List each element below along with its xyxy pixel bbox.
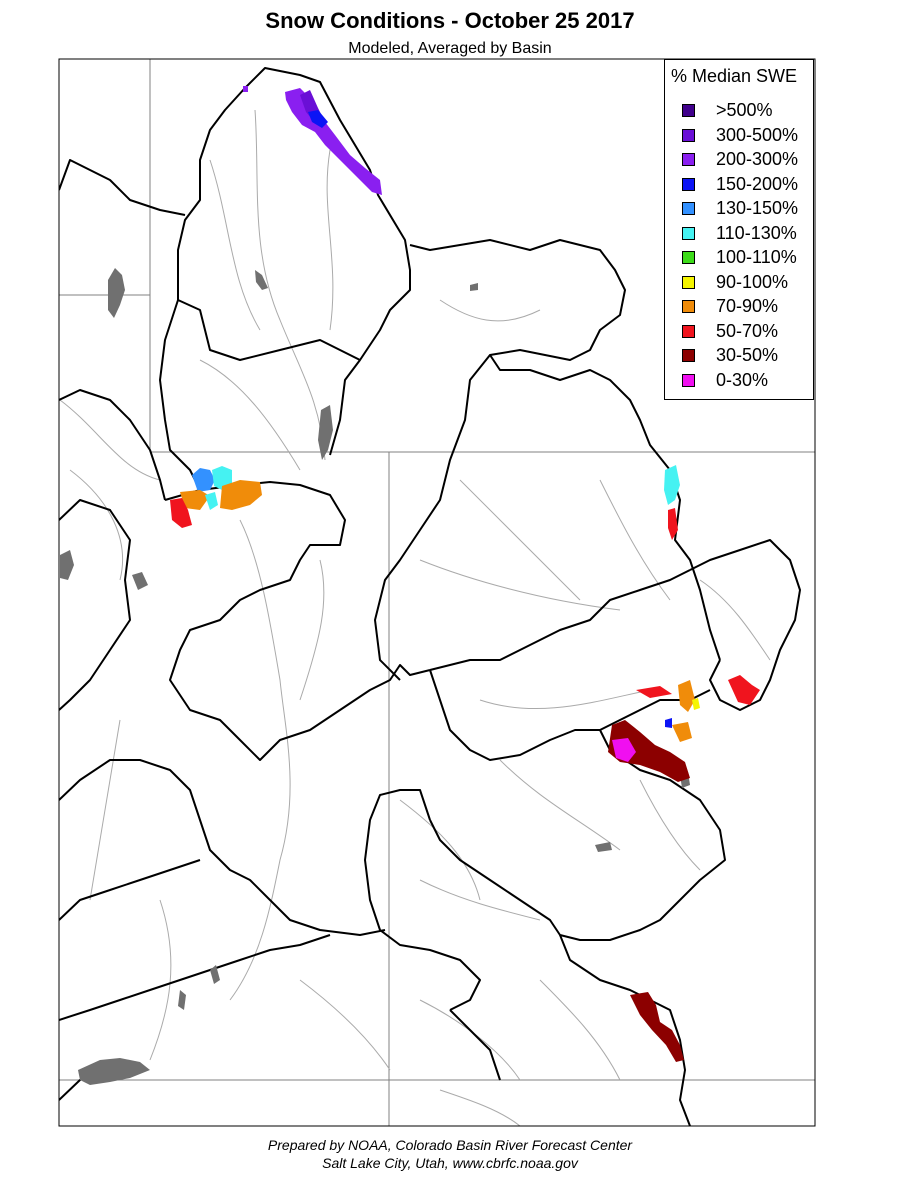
swe-patches [170,86,760,1062]
swe-patch-150-200-se [665,718,672,728]
state-boundaries [59,59,815,1126]
swe-patch-50-70-east-b [728,675,760,705]
footer-location: Salt Lake City, Utah, www.cbrfc.noaa.gov [322,1155,578,1171]
legend-label: 0-30% [716,369,769,390]
legend-swatch [682,104,695,117]
swe-patch-50-70-east [668,508,678,540]
basin-boundaries [59,67,801,1126]
legend-label: 100-110% [716,247,797,267]
swe-patch-50-70-se [636,686,672,698]
legend-swatch [682,153,695,166]
swe-patch-110-130-b [205,492,218,510]
swe-patch-50-70-a [170,498,192,528]
swe-patch-70-90-a [180,490,210,510]
swe-patch-110-130-east [664,465,680,505]
legend: % Median SWE >500% 300-500% 200-300% 150-20… [664,59,814,400]
legend-label: 30-50% [716,345,779,365]
legend-label: 300-500% [716,124,799,145]
legend-label: 70-90% [716,296,779,316]
swe-patch-30-50-south [630,992,684,1062]
swe-patch-130-150 [192,468,215,492]
rivers [59,109,771,1126]
legend-swatch [682,177,695,191]
legend-label: 200-300% [716,149,799,169]
legend-label: 110-130% [716,222,797,243]
swe-patch-70-90-b [220,480,262,510]
swe-patch-70-90-se-b [672,722,692,742]
map-subtitle: Modeled, Averaged by Basin [348,40,552,57]
legend-swatch [682,275,695,289]
swe-patch-90-100-se [692,698,700,710]
lakes [60,268,690,1085]
legend-label: >500% [716,100,773,120]
legend-title: % Median SWE [671,66,798,86]
legend-swatch [682,128,695,142]
legend-swatch [682,373,695,387]
legend-label: 130-150% [716,198,799,218]
legend-swatch [682,324,695,338]
swe-patch-110-130 [212,466,232,490]
legend-label: 50-70% [716,320,779,341]
legend-swatch [682,251,695,264]
swe-patch-small-purple [243,86,248,92]
legend-swatch [682,202,695,215]
legend-label: 150-200% [716,173,799,194]
legend-swatch [682,349,695,362]
swe-patch-30-50-se [608,720,690,782]
swe-patch-70-90-se [678,680,695,712]
legend-swatch [682,300,695,313]
footer-credit: Prepared by NOAA, Colorado Basin River F… [267,1137,633,1153]
legend-swatch [682,226,695,240]
swe-patch-0-30-se [612,738,636,762]
map-title: Snow Conditions - October 25 2017 [265,8,635,33]
legend-label: 90-100% [716,271,789,292]
swe-patch-150-200 [308,110,328,128]
